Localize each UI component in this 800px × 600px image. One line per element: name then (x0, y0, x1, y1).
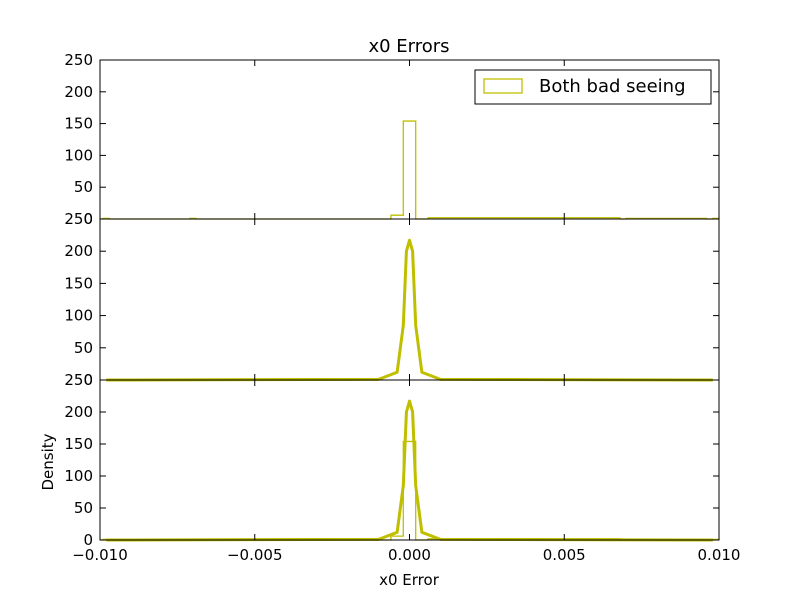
density-line-panel-2 (106, 238, 713, 382)
chart-title: x0 Errors (368, 36, 449, 57)
panel-2: 0 50 100 150 200 250 (64, 210, 720, 389)
x-axis-label: x0 Error (379, 571, 440, 589)
y-tick-label-panel-1: 250 (64, 51, 93, 69)
y-tick-label-panel-2: 250 (64, 210, 93, 228)
panel-3: 0 50 100 150 200 250 −0.010 −0.005 0.000 0.005 0.0… (64, 371, 740, 564)
y-tick-label-panel-2: 100 (64, 307, 93, 325)
x-tick-label: 0.000 (388, 546, 431, 564)
y-tick-label-panel-1: 150 (64, 115, 93, 133)
legend-label: Both bad seeing (539, 76, 686, 97)
y-tick-label-panel-1: 0 (83, 210, 93, 228)
y-tick-label-panel-3: 100 (64, 467, 93, 485)
y-tick-label-panel-2: 150 (64, 274, 93, 292)
x-tick-label: 0.010 (698, 546, 741, 564)
legend-box (474, 69, 712, 105)
legend: Both bad seeing (474, 69, 712, 105)
panel-1: 0 50 100 150 200 250 Both bad seeing (64, 51, 720, 228)
y-tick-label-panel-2: 50 (74, 339, 93, 357)
y-tick-label-panel-2: 0 (83, 371, 93, 389)
histogram-series-panel-3 (100, 440, 720, 541)
y-tick-label-panel-3: 0 (83, 531, 93, 549)
y-tick-label-panel-1: 50 (74, 178, 93, 196)
y-tick-label-panel-3: 250 (64, 371, 93, 389)
histogram-series-panel-1 (100, 120, 720, 220)
x-tick-label: −0.010 (72, 546, 128, 564)
y-tick-label-panel-1: 100 (64, 146, 93, 164)
y-tick-label-panel-3: 150 (64, 435, 93, 453)
x-tick-label: −0.005 (227, 546, 283, 564)
y-tick-label-panel-3: 50 (74, 499, 93, 517)
x-tick-label: 0.005 (543, 546, 586, 564)
panels-group: 0 50 100 150 200 250 Both bad seeing 0 50 100 150 2… (64, 51, 740, 564)
y-tick-label-panel-1: 200 (64, 83, 93, 101)
density-line-panel-3 (106, 399, 713, 542)
y-tick-label-panel-2: 200 (64, 242, 93, 260)
legend-swatch (483, 78, 523, 94)
y-axis-label: Density (39, 433, 57, 490)
y-tick-label-panel-3: 200 (64, 403, 93, 421)
